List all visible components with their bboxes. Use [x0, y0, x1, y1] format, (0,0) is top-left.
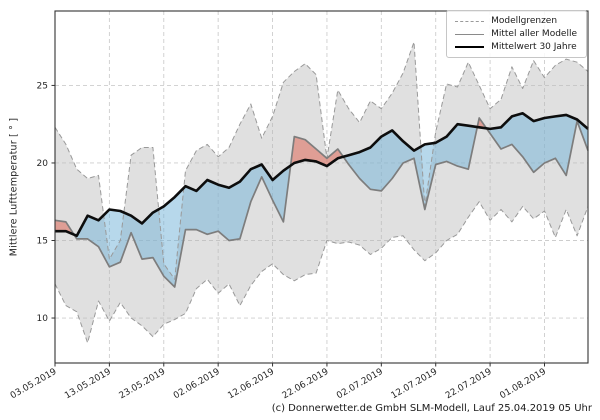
black-line-icon — [455, 46, 485, 48]
y-axis-label: Mittlere Lufttemperatur [ ° ] — [8, 117, 20, 257]
legend-item-mittel-aller-modelle: Mittel aller Modelle — [455, 29, 577, 39]
legend-label: Mittel aller Modelle — [491, 29, 577, 39]
axes-frame — [54, 10, 589, 364]
legend-item-mittelwert-30-jahre: Mittelwert 30 Jahre — [455, 42, 577, 52]
model-range-band — [55, 42, 588, 343]
chart-legend: Modellgrenzen Mittel aller Modelle Mitte… — [446, 10, 587, 58]
svg-text:22.06.2019: 22.06.2019 — [281, 367, 331, 402]
svg-text:23.05.2019: 23.05.2019 — [118, 367, 168, 402]
svg-text:01.08.2019: 01.08.2019 — [498, 367, 548, 402]
dashed-line-icon — [455, 20, 485, 22]
svg-text:02.06.2019: 02.06.2019 — [172, 367, 222, 402]
copyright-caption: (c) Donnerwetter.de GmbH SLM-Modell, Lau… — [271, 403, 592, 414]
gray-line-icon — [455, 33, 485, 35]
axis-ticks — [51, 84, 545, 367]
legend-label: Modellgrenzen — [491, 16, 558, 26]
legend-label: Mittelwert 30 Jahre — [491, 42, 577, 52]
svg-text:15: 15 — [37, 236, 48, 246]
mean30-line — [55, 112, 589, 238]
svg-text:12.07.2019: 12.07.2019 — [390, 367, 440, 402]
model-mean-line — [54, 117, 589, 288]
svg-text:25: 25 — [37, 81, 48, 91]
svg-text:20: 20 — [37, 159, 49, 169]
svg-text:02.07.2019: 02.07.2019 — [335, 367, 385, 402]
svg-text:12.06.2019: 12.06.2019 — [226, 367, 276, 402]
svg-text:22.07.2019: 22.07.2019 — [444, 367, 494, 402]
svg-text:13.05.2019: 13.05.2019 — [63, 367, 113, 402]
model-range-border — [54, 41, 589, 344]
legend-item-modellgrenzen: Modellgrenzen — [455, 16, 577, 26]
svg-text:03.05.2019: 03.05.2019 — [9, 367, 59, 402]
y-tick-labels: 10 15 20 25 — [37, 81, 49, 324]
svg-text:10: 10 — [37, 314, 49, 324]
x-tick-labels: 03.05.2019 13.05.2019 23.05.2019 02.06.2019… — [9, 367, 548, 402]
